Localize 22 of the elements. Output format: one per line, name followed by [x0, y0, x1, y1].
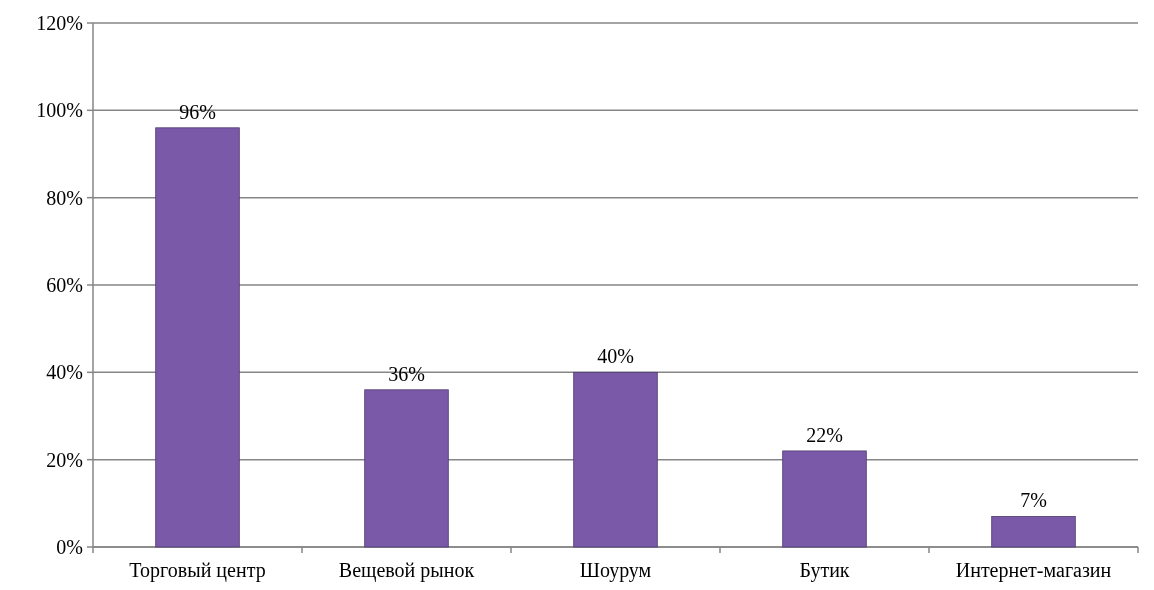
bar: [573, 371, 658, 548]
bar: [782, 450, 867, 548]
data-label: 7%: [1020, 489, 1047, 512]
y-tick-label: 20%: [46, 448, 83, 471]
x-tick-label: Шоурум: [579, 559, 652, 582]
y-tick-label: 120%: [36, 12, 83, 34]
bar: [991, 516, 1076, 548]
data-label: 36%: [388, 362, 425, 385]
x-tick-label: Торговый центр: [129, 559, 266, 582]
x-tick-label: Вещевой рынок: [338, 559, 475, 582]
x-tick-label: Бутик: [799, 559, 850, 582]
x-tick-label: Интернет-магазин: [955, 559, 1112, 582]
y-tick-label: 0%: [56, 536, 83, 558]
data-label: 40%: [597, 345, 634, 368]
data-label: 96%: [179, 100, 216, 123]
bar: [364, 389, 449, 548]
y-tick-label: 40%: [46, 361, 83, 384]
y-tick-label: 80%: [46, 186, 83, 209]
y-tick-label: 60%: [46, 274, 83, 296]
y-tick-label: 100%: [36, 99, 83, 122]
bar: [155, 127, 240, 548]
data-label: 22%: [806, 423, 843, 446]
